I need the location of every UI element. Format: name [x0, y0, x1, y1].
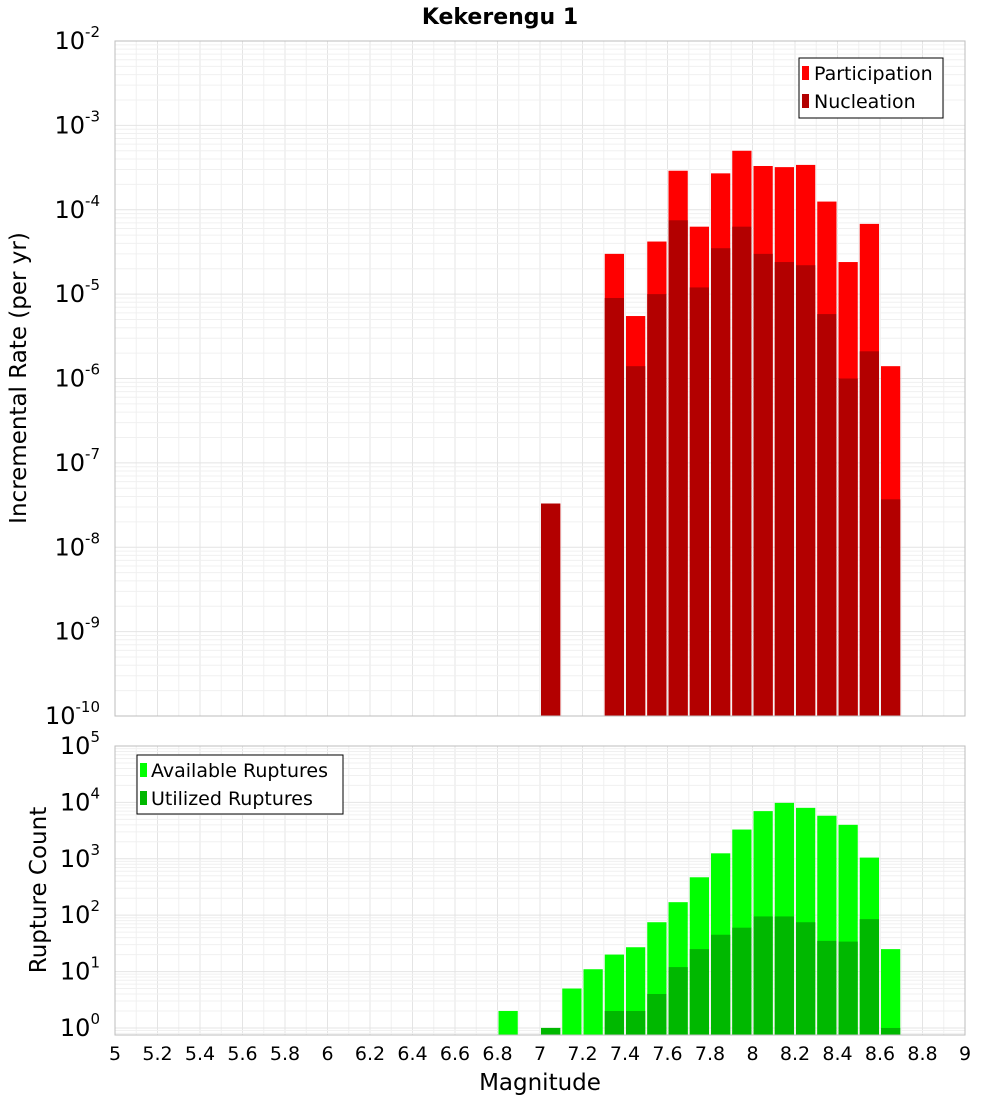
available-ruptures-bar	[562, 988, 582, 1035]
nucleation-bar	[689, 287, 709, 716]
chart-title: Kekerengu 1	[422, 5, 578, 30]
x-tick-label: 7	[534, 1043, 546, 1065]
x-tick-label: 8	[746, 1043, 758, 1065]
nucleation-legend-label: Nucleation	[814, 91, 916, 113]
participation-legend-swatch	[802, 66, 809, 80]
utilized-ruptures-bar	[647, 994, 667, 1035]
x-tick-labels: 5 5.2 5.4 5.6 5.8 6 6.2 6.4 6.6 6.8 7 7.2 7.4 7.6 7.8 8…	[109, 1043, 971, 1065]
nucleation-bar	[541, 503, 561, 716]
top-plot-frame	[114, 40, 966, 717]
bottom-plot-frame	[114, 745, 966, 1036]
nucleation-bar	[604, 297, 624, 716]
nucleation-bar	[668, 220, 688, 717]
rupture-count-panel: 100 101 102 103 104 105 Rupture Count Availab…	[26, 728, 971, 1096]
utilized-ruptures-bar	[774, 916, 794, 1035]
bottom-y-tick-labels: 100 101 102 103 104 105	[60, 728, 100, 1042]
top-legend-box	[798, 57, 944, 119]
top-grid	[114, 40, 966, 717]
bottom-y-tick-label: 105	[60, 728, 100, 760]
x-tick-label: 6.2	[355, 1043, 385, 1065]
top-y-tick-label: 10-9	[54, 614, 100, 646]
x-tick-label: 7.8	[695, 1043, 725, 1065]
available-ruptures-legend-swatch	[140, 763, 147, 777]
nucleation-bar	[774, 262, 794, 716]
utilized-ruptures-bar	[796, 922, 816, 1035]
bottom-y-tick-label: 100	[60, 1010, 100, 1042]
x-tick-label: 8.8	[907, 1043, 937, 1065]
x-tick-label: 8.6	[865, 1043, 895, 1065]
nucleation-bar	[859, 351, 879, 716]
x-tick-label: 7.4	[610, 1043, 640, 1065]
top-bars	[541, 150, 901, 717]
utilized-ruptures-bar	[604, 1010, 624, 1035]
available-ruptures-legend-label: Available Ruptures	[151, 760, 328, 782]
incremental-rate-panel: 10-2 10-3 10-4 10-5 10-6 10-7 10-8 10-9 10-10 In…	[6, 23, 966, 730]
utilized-ruptures-bar	[881, 1027, 901, 1035]
x-tick-label: 6.6	[440, 1043, 470, 1065]
utilized-ruptures-bar	[711, 934, 731, 1035]
x-tick-label: 8.4	[822, 1043, 852, 1065]
x-tick-label: 5.4	[185, 1043, 215, 1065]
nucleation-bar	[647, 294, 667, 716]
nucleation-bar	[711, 248, 731, 717]
nucleation-bar	[796, 265, 816, 716]
bottom-y-tick-label: 104	[60, 784, 100, 816]
top-y-tick-label: 10-2	[54, 23, 100, 55]
top-y-tick-label: 10-6	[54, 361, 100, 393]
utilized-ruptures-legend-label: Utilized Ruptures	[151, 788, 313, 810]
nucleation-legend-swatch	[802, 94, 809, 108]
x-tick-label: 5.8	[270, 1043, 300, 1065]
available-ruptures-bar	[498, 1010, 518, 1035]
x-tick-label: 8.2	[780, 1043, 810, 1065]
bottom-y-axis-label: Rupture Count	[26, 807, 52, 973]
utilized-ruptures-bar	[626, 1010, 646, 1035]
bottom-y-tick-label: 103	[60, 841, 100, 873]
available-ruptures-bar	[881, 949, 901, 1035]
utilized-ruptures-legend-swatch	[140, 791, 147, 805]
utilized-ruptures-bar	[689, 949, 709, 1035]
top-y-tick-labels: 10-2 10-3 10-4 10-5 10-6 10-7 10-8 10-9 10-10	[45, 23, 100, 730]
x-axis-label: Magnitude	[479, 1070, 601, 1096]
utilized-ruptures-bar	[732, 927, 752, 1035]
bottom-legend-box	[136, 754, 344, 815]
top-y-tick-label: 10-4	[54, 192, 100, 224]
top-y-tick-label: 10-5	[54, 276, 100, 308]
top-y-axis-label: Incremental Rate (per yr)	[6, 232, 32, 524]
x-tick-label: 7.6	[652, 1043, 682, 1065]
participation-legend-label: Participation	[814, 63, 933, 85]
utilized-ruptures-bar	[541, 1027, 561, 1035]
top-y-tick-label: 10-8	[54, 529, 100, 561]
bottom-y-tick-label: 102	[60, 897, 100, 929]
x-tick-label: 7.2	[567, 1043, 597, 1065]
top-legend: Participation Nucleation	[798, 57, 944, 119]
utilized-ruptures-bar	[859, 919, 879, 1035]
nucleation-bar	[753, 253, 773, 716]
bottom-legend: Available Ruptures Utilized Ruptures	[136, 754, 344, 815]
bottom-y-tick-label: 101	[60, 954, 100, 986]
utilized-ruptures-bar	[668, 967, 688, 1035]
utilized-ruptures-bar	[838, 941, 858, 1035]
nucleation-bar	[881, 499, 901, 716]
utilized-ruptures-bar	[753, 916, 773, 1035]
utilized-ruptures-bar	[817, 940, 837, 1035]
nucleation-bar	[838, 378, 858, 716]
top-y-tick-label: 10-7	[54, 445, 100, 477]
x-tick-label: 5.6	[227, 1043, 257, 1065]
top-y-tick-label: 10-10	[45, 698, 100, 730]
x-tick-label: 5.2	[142, 1043, 172, 1065]
nucleation-bar	[626, 366, 646, 716]
x-tick-label: 6.8	[482, 1043, 512, 1065]
nucleation-bar	[732, 226, 752, 716]
x-tick-label: 6.4	[397, 1043, 427, 1065]
x-tick-label: 5	[109, 1043, 121, 1065]
bottom-bars	[498, 802, 901, 1035]
top-y-tick-label: 10-3	[54, 107, 100, 139]
x-tick-label: 9	[959, 1043, 971, 1065]
available-ruptures-bar	[583, 969, 603, 1035]
x-tick-label: 6	[321, 1043, 333, 1065]
nucleation-bar	[817, 314, 837, 716]
